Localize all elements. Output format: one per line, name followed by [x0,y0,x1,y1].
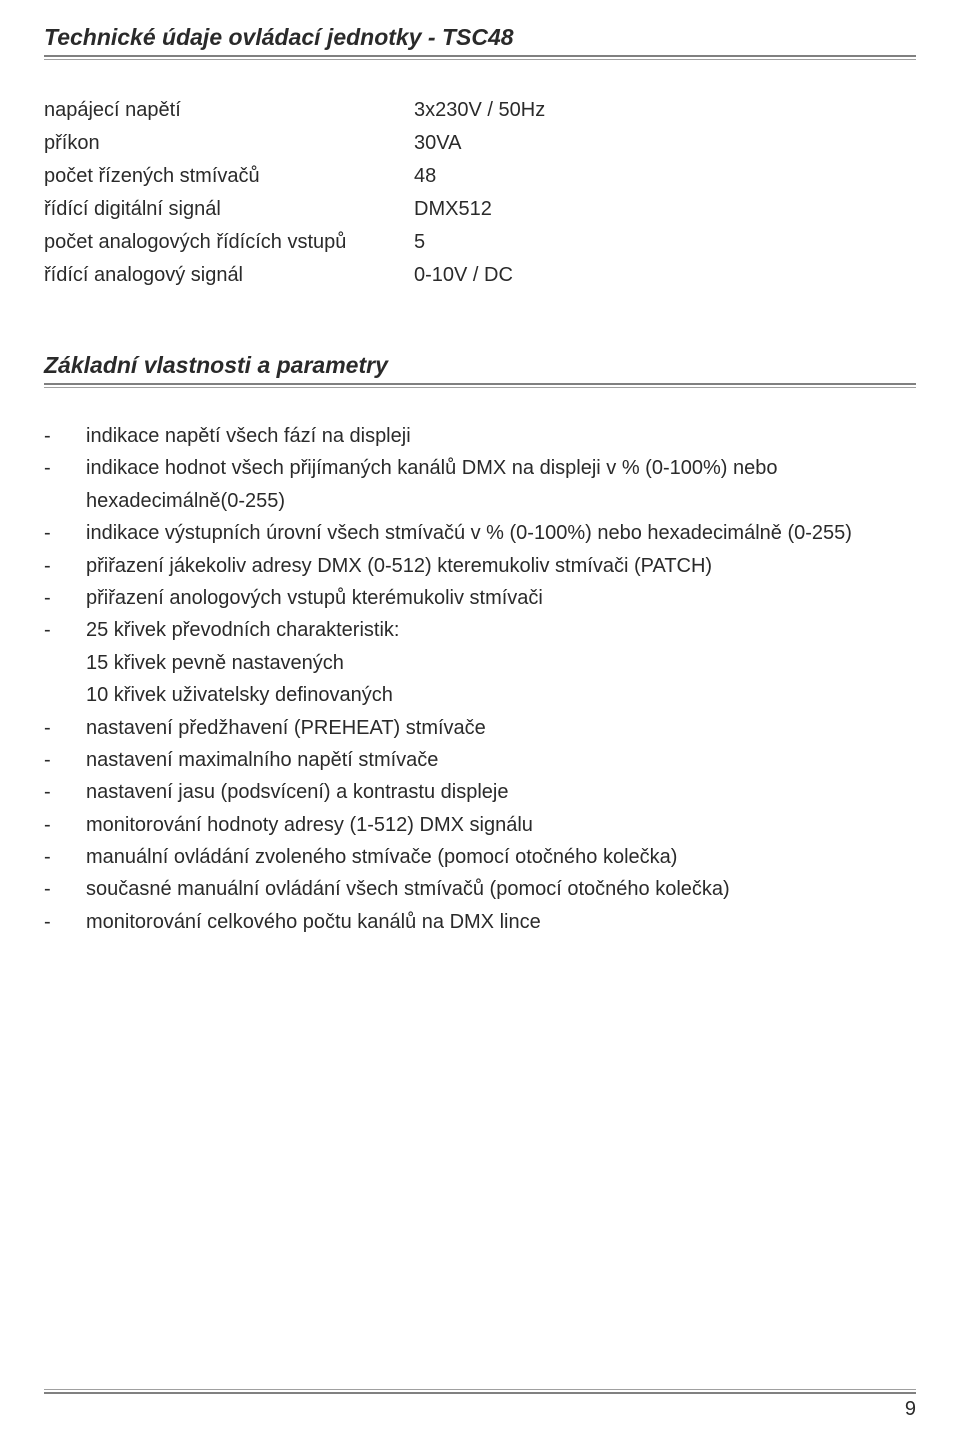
list-item: nastavení jasu (podsvícení) a kontrastu … [44,776,916,808]
list-item-text: indikace napětí všech fází na displeji [86,425,411,447]
spec-row: řídící digitální signál DMX512 [44,193,916,226]
section1-rule-thick [44,55,916,57]
spec-value: 30VA [414,127,916,160]
spec-row: napájecí napětí 3x230V / 50Hz [44,94,916,127]
footer-rule-thin [44,1389,916,1390]
spec-label: řídící digitální signál [44,193,414,226]
spec-label: příkon [44,127,414,160]
list-sub-item: 15 křivek pevně nastavených [86,647,916,679]
list-item-text: monitorování celkového počtu kanálů na D… [86,911,541,933]
list-item-text: 25 křivek převodních charakteristik: [86,619,399,641]
spec-row: počet analogových řídících vstupů 5 [44,226,916,259]
spec-row: řídící analogový signál 0-10V / DC [44,259,916,292]
list-item-text: monitorování hodnoty adresy (1-512) DMX … [86,814,533,836]
spec-value: 5 [414,226,916,259]
spec-label: počet řízených stmívačů [44,160,414,193]
spec-table: napájecí napětí 3x230V / 50Hz příkon 30V… [44,94,916,292]
list-item-text: přiřazení anologových vstupů kterémukoli… [86,587,543,609]
footer-rule-thick [44,1392,916,1394]
section1-rule-thin [44,59,916,60]
spec-value: 0-10V / DC [414,259,916,292]
spec-label: řídící analogový signál [44,259,414,292]
page-footer: 9 [44,1389,916,1421]
list-item: indikace napětí všech fází na displeji [44,420,916,452]
section1-title: Technické údaje ovládací jednotky - TSC4… [44,24,916,51]
list-item: manuální ovládání zvoleného stmívače (po… [44,841,916,873]
list-item-text: nastavení maximalního napětí stmívače [86,749,438,771]
section2-rule-thick [44,383,916,385]
list-item-text: indikace výstupních úrovní všech stmívač… [86,522,852,544]
spec-value: 3x230V / 50Hz [414,94,916,127]
list-item: přiřazení jákekoliv adresy DMX (0-512) k… [44,550,916,582]
spec-label: počet analogových řídících vstupů [44,226,414,259]
feature-list: indikace napětí všech fází na displeji i… [44,420,916,938]
list-item: nastavení předžhavení (PREHEAT) stmívače [44,712,916,744]
spec-value: DMX512 [414,193,916,226]
list-item-text: nastavení jasu (podsvícení) a kontrastu … [86,781,508,803]
list-item: indikace hodnot všech přijímaných kanálů… [44,452,916,517]
section2-title: Základní vlastnosti a parametry [44,352,916,379]
list-item: současné manuální ovládání všech stmívač… [44,873,916,905]
list-item-text: přiřazení jákekoliv adresy DMX (0-512) k… [86,555,712,577]
list-item-text: indikace hodnot všech přijímaných kanálů… [86,457,777,511]
page-number: 9 [44,1398,916,1421]
document-page: Technické údaje ovládací jednotky - TSC4… [0,0,960,1447]
list-item-text: současné manuální ovládání všech stmívač… [86,878,730,900]
list-item: indikace výstupních úrovní všech stmívač… [44,517,916,549]
list-item: monitorování celkového počtu kanálů na D… [44,906,916,938]
list-item-text: manuální ovládání zvoleného stmívače (po… [86,846,677,868]
spec-row: příkon 30VA [44,127,916,160]
list-item-text: nastavení předžhavení (PREHEAT) stmívače [86,717,486,739]
section2-rule-thin [44,387,916,388]
spec-row: počet řízených stmívačů 48 [44,160,916,193]
list-sub-item: 10 křivek uživatelsky definovaných [86,679,916,711]
list-item: monitorování hodnoty adresy (1-512) DMX … [44,809,916,841]
spec-value: 48 [414,160,916,193]
list-item: 25 křivek převodních charakteristik: 15 … [44,614,916,711]
list-item: přiřazení anologových vstupů kterémukoli… [44,582,916,614]
list-item: nastavení maximalního napětí stmívače [44,744,916,776]
spec-label: napájecí napětí [44,94,414,127]
